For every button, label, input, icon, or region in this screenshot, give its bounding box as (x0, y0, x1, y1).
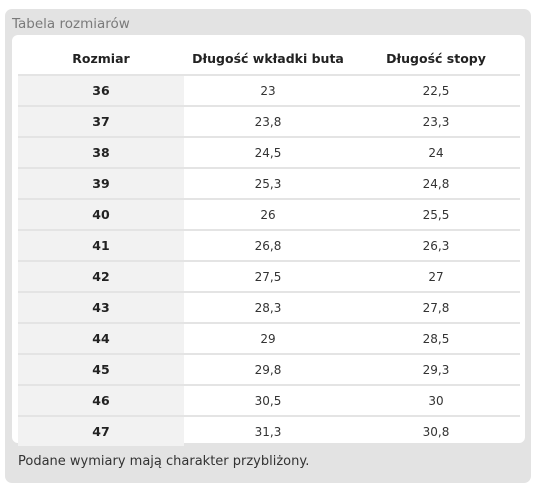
size-cell: 42 (18, 260, 184, 292)
foot-length-cell: 25,5 (352, 198, 520, 230)
table-row: 46 30,5 30 (18, 384, 520, 416)
foot-length-cell: 30 (352, 384, 520, 416)
foot-length-cell: 30,8 (352, 415, 520, 446)
insole-length-cell: 28,3 (184, 291, 352, 323)
foot-length-cell: 26,3 (352, 229, 520, 261)
approximation-note: Podane wymiary mają charakter przybliżon… (18, 454, 310, 469)
foot-length-cell: 29,3 (352, 353, 520, 385)
size-cell: 38 (18, 136, 184, 168)
insole-length-cell: 29,8 (184, 353, 352, 385)
foot-length-cell: 27,8 (352, 291, 520, 323)
size-cell: 43 (18, 291, 184, 323)
size-cell: 47 (18, 415, 184, 446)
foot-length-cell: 24 (352, 136, 520, 168)
header-size: Rozmiar (18, 42, 184, 75)
size-cell: 41 (18, 229, 184, 261)
table-row: 43 28,3 27,8 (18, 291, 520, 323)
table-row: 42 27,5 27 (18, 260, 520, 292)
size-cell: 40 (18, 198, 184, 230)
size-table-container: Rozmiar Długość wkładki buta Długość sto… (12, 35, 525, 446)
foot-length-cell: 22,5 (352, 74, 520, 106)
size-table: Rozmiar Długość wkładki buta Długość sto… (18, 42, 520, 446)
size-chart-panel: Tabela rozmiarów Rozmiar Długość wkładki… (5, 9, 531, 483)
insole-length-cell: 31,3 (184, 415, 352, 446)
insole-length-cell: 24,5 (184, 136, 352, 168)
insole-length-cell: 23 (184, 74, 352, 106)
foot-length-cell: 28,5 (352, 322, 520, 354)
panel-title: Tabela rozmiarów (12, 16, 130, 32)
table-header-row: Rozmiar Długość wkładki buta Długość sto… (18, 42, 520, 75)
size-cell: 44 (18, 322, 184, 354)
table-row: 37 23,8 23,3 (18, 105, 520, 137)
insole-length-cell: 29 (184, 322, 352, 354)
table-row: 40 26 25,5 (18, 198, 520, 230)
insole-length-cell: 27,5 (184, 260, 352, 292)
foot-length-cell: 27 (352, 260, 520, 292)
insole-length-cell: 25,3 (184, 167, 352, 199)
insole-length-cell: 30,5 (184, 384, 352, 416)
foot-length-cell: 23,3 (352, 105, 520, 137)
table-row: 39 25,3 24,8 (18, 167, 520, 199)
table-row: 41 26,8 26,3 (18, 229, 520, 261)
table-row: 45 29,8 29,3 (18, 353, 520, 385)
insole-length-cell: 26,8 (184, 229, 352, 261)
size-cell: 45 (18, 353, 184, 385)
size-cell: 39 (18, 167, 184, 199)
table-row: 47 31,3 30,8 (18, 415, 520, 446)
table-row: 44 29 28,5 (18, 322, 520, 354)
size-cell: 46 (18, 384, 184, 416)
insole-length-cell: 26 (184, 198, 352, 230)
size-cell: 36 (18, 74, 184, 106)
insole-length-cell: 23,8 (184, 105, 352, 137)
header-foot-length: Długość stopy (352, 42, 520, 75)
header-insole-length: Długość wkładki buta (184, 42, 352, 75)
table-row: 36 23 22,5 (18, 74, 520, 106)
foot-length-cell: 24,8 (352, 167, 520, 199)
size-cell: 37 (18, 105, 184, 137)
table-row: 38 24,5 24 (18, 136, 520, 168)
